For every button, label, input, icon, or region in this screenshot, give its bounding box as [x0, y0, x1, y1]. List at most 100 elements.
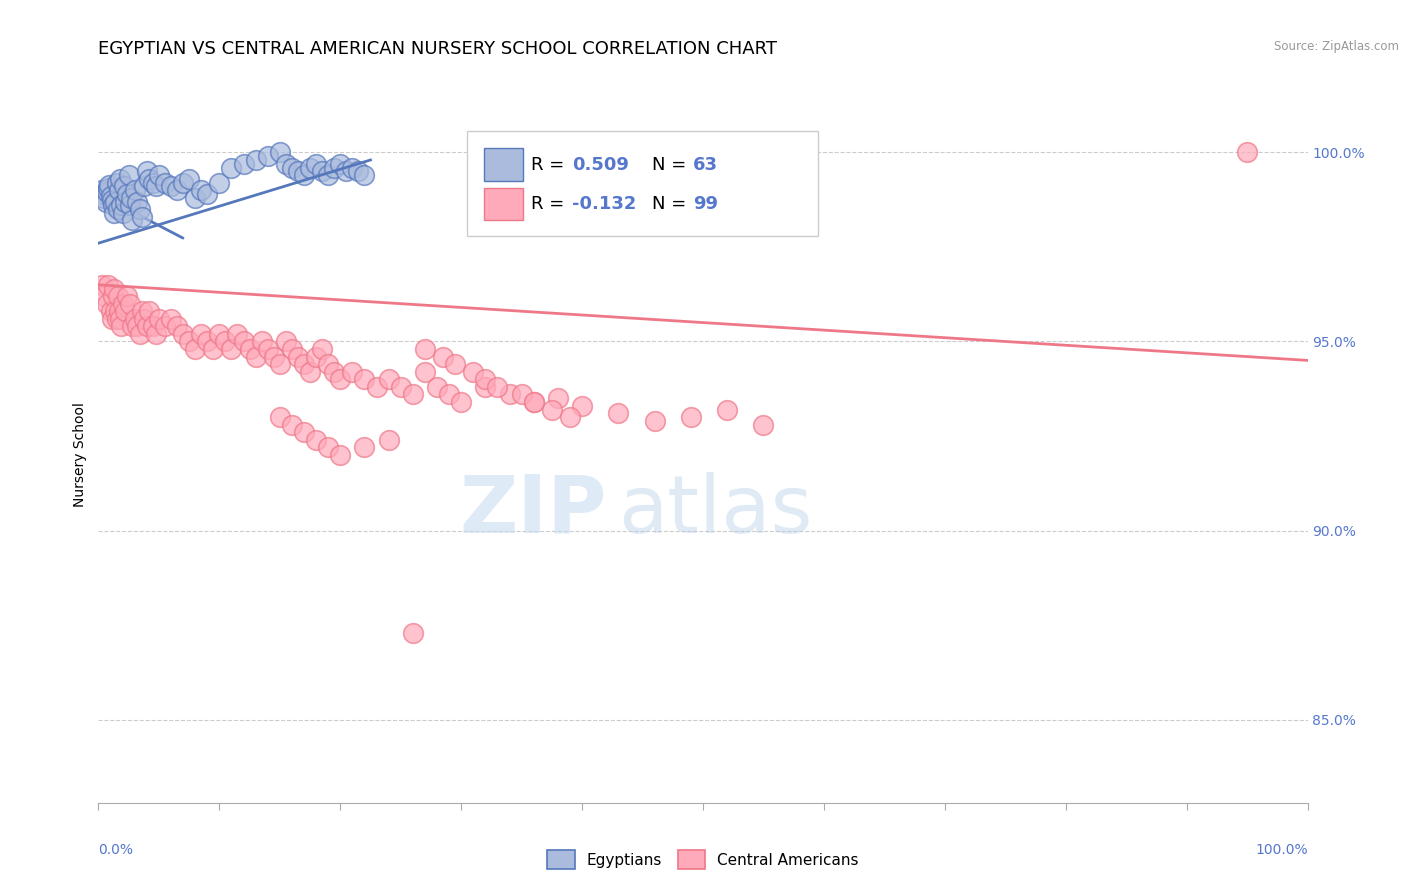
Point	[245, 153, 267, 167]
Point	[298, 365, 321, 379]
Point	[607, 406, 630, 420]
Text: R =: R =	[531, 195, 571, 213]
Point	[292, 425, 315, 440]
Point	[281, 417, 304, 432]
Point	[190, 183, 212, 197]
Point	[353, 372, 375, 386]
Point	[316, 357, 339, 371]
Text: 100.0%: 100.0%	[1256, 843, 1308, 857]
Point	[316, 168, 339, 182]
Point	[105, 311, 128, 326]
Point	[540, 402, 562, 417]
Point	[474, 380, 496, 394]
Point	[402, 625, 425, 640]
Point	[127, 194, 149, 209]
Point	[131, 304, 153, 318]
Point	[142, 319, 165, 334]
Point	[256, 149, 278, 163]
Point	[305, 433, 328, 447]
Point	[110, 319, 132, 334]
Point	[118, 296, 141, 310]
Point	[117, 289, 139, 303]
Point	[134, 179, 156, 194]
Point	[281, 342, 304, 356]
Point	[523, 395, 546, 409]
Point	[131, 210, 153, 224]
Point	[120, 191, 142, 205]
Point	[107, 289, 129, 303]
Point	[547, 391, 569, 405]
Point	[311, 164, 333, 178]
Text: atlas: atlas	[619, 472, 813, 549]
Text: Source: ZipAtlas.com: Source: ZipAtlas.com	[1274, 40, 1399, 54]
Point	[138, 172, 160, 186]
Point	[104, 304, 127, 318]
Point	[91, 187, 114, 202]
Point	[160, 179, 183, 194]
Point	[1236, 145, 1258, 160]
Point	[117, 187, 139, 202]
Point	[172, 326, 194, 341]
Point	[103, 206, 125, 220]
Point	[377, 372, 399, 386]
Point	[342, 161, 364, 175]
Point	[100, 189, 122, 203]
Point	[172, 176, 194, 190]
Point	[305, 350, 328, 364]
Point	[135, 164, 157, 178]
Point	[347, 164, 370, 178]
Text: 0.509: 0.509	[572, 156, 630, 174]
Point	[111, 296, 134, 310]
Point	[437, 387, 460, 401]
Point	[145, 326, 167, 341]
Point	[153, 319, 176, 334]
Point	[463, 365, 485, 379]
Point	[239, 342, 262, 356]
Point	[389, 380, 412, 394]
Text: 99: 99	[693, 195, 718, 213]
Point	[114, 194, 136, 209]
Point	[104, 194, 127, 209]
Point	[323, 365, 346, 379]
Point	[571, 399, 593, 413]
Point	[432, 350, 454, 364]
Point	[245, 350, 267, 364]
Point	[145, 179, 167, 194]
Point	[298, 161, 321, 175]
Point	[98, 178, 121, 192]
Point	[450, 395, 472, 409]
Text: R =: R =	[531, 156, 571, 174]
Point	[107, 202, 129, 216]
Point	[110, 198, 132, 212]
Point	[190, 326, 212, 341]
Text: ZIP: ZIP	[458, 472, 606, 549]
Point	[166, 319, 188, 334]
Point	[256, 342, 278, 356]
Point	[148, 311, 170, 326]
Point	[226, 326, 249, 341]
Point	[91, 277, 114, 292]
Point	[112, 179, 135, 194]
Point	[111, 206, 134, 220]
Point	[221, 342, 243, 356]
Point	[114, 304, 136, 318]
Text: N =: N =	[652, 195, 692, 213]
Point	[474, 372, 496, 386]
Point	[105, 176, 128, 190]
Point	[269, 357, 291, 371]
Point	[716, 402, 738, 417]
Point	[121, 213, 143, 227]
Text: EGYPTIAN VS CENTRAL AMERICAN NURSERY SCHOOL CORRELATION CHART: EGYPTIAN VS CENTRAL AMERICAN NURSERY SCH…	[98, 40, 778, 58]
Point	[103, 281, 125, 295]
Text: 0.0%: 0.0%	[98, 843, 134, 857]
Point	[292, 357, 315, 371]
Point	[97, 181, 120, 195]
Point	[274, 334, 297, 349]
Point	[124, 311, 146, 326]
Point	[311, 342, 333, 356]
Point	[335, 164, 357, 178]
Point	[413, 342, 436, 356]
Point	[752, 417, 775, 432]
Point	[232, 334, 254, 349]
Point	[177, 172, 201, 186]
